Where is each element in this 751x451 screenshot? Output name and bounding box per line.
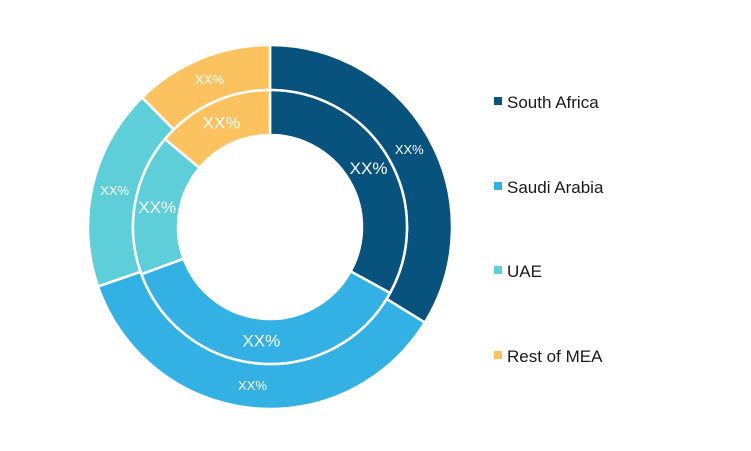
inner-label-saudi-arabia: XX% [242,332,280,351]
outer-label-uae: XX% [100,183,129,198]
legend: South Africa Saudi Arabia UAE Rest of ME… [494,93,604,366]
legend-swatch-south-africa [494,97,502,105]
inner-label-south-africa: XX% [350,159,388,178]
inner-slice-saudi-arabia[interactable] [140,257,392,366]
legend-label-south-africa: South Africa [507,93,599,112]
inner-slice-rest-of-mea[interactable] [163,88,272,170]
legend-swatch-uae [494,266,502,274]
legend-label-rest-of-mea: Rest of MEA [507,347,603,366]
legend-label-uae: UAE [507,262,542,281]
legend-swatch-saudi-arabia [494,182,502,190]
legend-item-rest-of-mea[interactable]: Rest of MEA [494,347,603,366]
legend-swatch-rest-of-mea [494,351,502,359]
legend-item-saudi-arabia[interactable]: Saudi Arabia [494,178,604,197]
outer-label-saudi-arabia: XX% [238,378,267,393]
legend-item-south-africa[interactable]: South Africa [494,93,599,112]
outer-label-south-africa: XX% [395,142,424,157]
inner-label-uae: XX% [138,198,176,217]
legend-item-uae[interactable]: UAE [494,262,542,281]
donut-rings [86,43,454,411]
inner-label-rest-of-mea: XX% [203,114,241,133]
legend-label-saudi-arabia: Saudi Arabia [507,178,604,197]
donut-labels: XX% XX% XX% XX% XX% XX% XX% XX% [100,72,424,393]
inner-slice-south-africa[interactable] [268,88,409,295]
outer-label-rest-of-mea: XX% [195,72,224,87]
